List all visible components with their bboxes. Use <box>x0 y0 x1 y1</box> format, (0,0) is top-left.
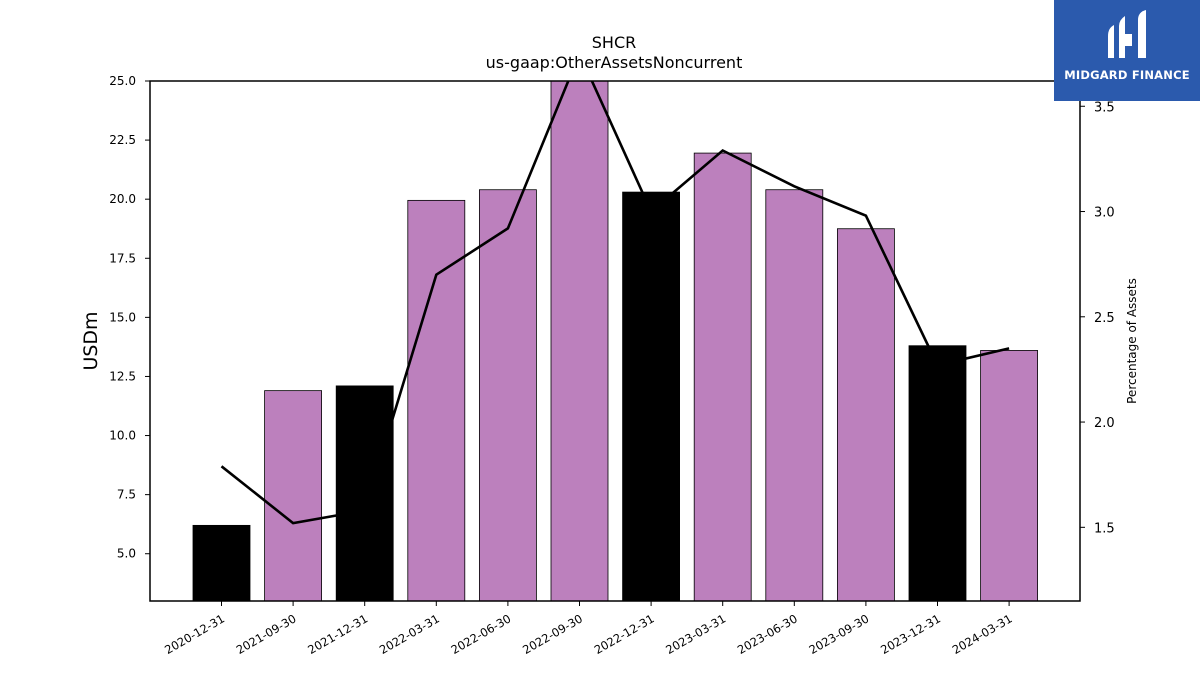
bar-2023-03-31 <box>693 152 752 601</box>
bar-2021-12-31 <box>335 385 394 601</box>
y-tick-label: 20.0 <box>109 192 136 206</box>
chart-title: SHCR <box>592 33 636 52</box>
x-tick-label: 2021-12-31 <box>305 611 370 657</box>
x-tick-label: 2021-09-30 <box>234 611 299 657</box>
y-tick-label: 12.5 <box>109 369 136 383</box>
y2-tick-label: 2.5 <box>1094 311 1115 326</box>
y-tick-label: 10.0 <box>109 429 136 443</box>
y-tick-label: 22.5 <box>109 133 136 147</box>
y2-axis-label: Percentage of Assets <box>1125 278 1139 404</box>
bar-2022-09-30 <box>550 81 609 601</box>
bar-2023-06-30 <box>765 189 824 601</box>
x-tick-label: 2022-03-31 <box>377 611 442 657</box>
bar-2021-09-30 <box>264 390 323 601</box>
y-tick-label: 7.5 <box>117 488 136 502</box>
bar-2024-03-31 <box>980 350 1038 601</box>
bar-2023-12-31 <box>908 345 967 601</box>
x-tick-label: 2020-12-31 <box>162 611 227 657</box>
bar-2022-03-31 <box>407 199 466 601</box>
logo-mark-icon <box>1108 10 1146 58</box>
chart-subtitle: us-gaap:OtherAssetsNoncurrent <box>486 53 743 72</box>
logo-text: MIDGARD FINANCE <box>1064 68 1190 82</box>
bar-2023-09-30 <box>837 228 895 601</box>
bar-2022-06-30 <box>478 189 537 601</box>
x-tick-label: 2023-09-30 <box>807 611 872 657</box>
plot-frame <box>149 80 1081 602</box>
y-tick-label: 15.0 <box>109 310 136 324</box>
x-tick-label: 2023-03-31 <box>663 611 728 657</box>
percentage-line <box>220 81 1010 525</box>
bar-2020-12-31 <box>192 524 251 601</box>
y-tick-label: 5.0 <box>117 547 136 561</box>
y2-tick-label: 3.0 <box>1094 206 1115 221</box>
y2-tick-label: 2.0 <box>1094 416 1115 431</box>
y2-tick-label: 1.5 <box>1094 521 1115 536</box>
midgard-finance-logo: MIDGARD FINANCE <box>1054 0 1200 101</box>
y2-tick-label: 3.5 <box>1094 100 1115 115</box>
y-tick-label: 17.5 <box>109 251 136 265</box>
x-tick-label: 2022-06-30 <box>449 611 514 657</box>
x-tick-label: 2023-12-31 <box>878 611 943 657</box>
x-tick-label: 2024-03-31 <box>950 611 1015 657</box>
x-tick-label: 2022-09-30 <box>520 611 585 657</box>
y-tick-label: 25.0 <box>109 74 136 88</box>
x-tick-label: 2022-12-31 <box>592 611 657 657</box>
x-tick-label: 2023-06-30 <box>735 611 800 657</box>
y-axis-label: USDm <box>80 311 102 370</box>
bar-2022-12-31 <box>622 191 680 601</box>
